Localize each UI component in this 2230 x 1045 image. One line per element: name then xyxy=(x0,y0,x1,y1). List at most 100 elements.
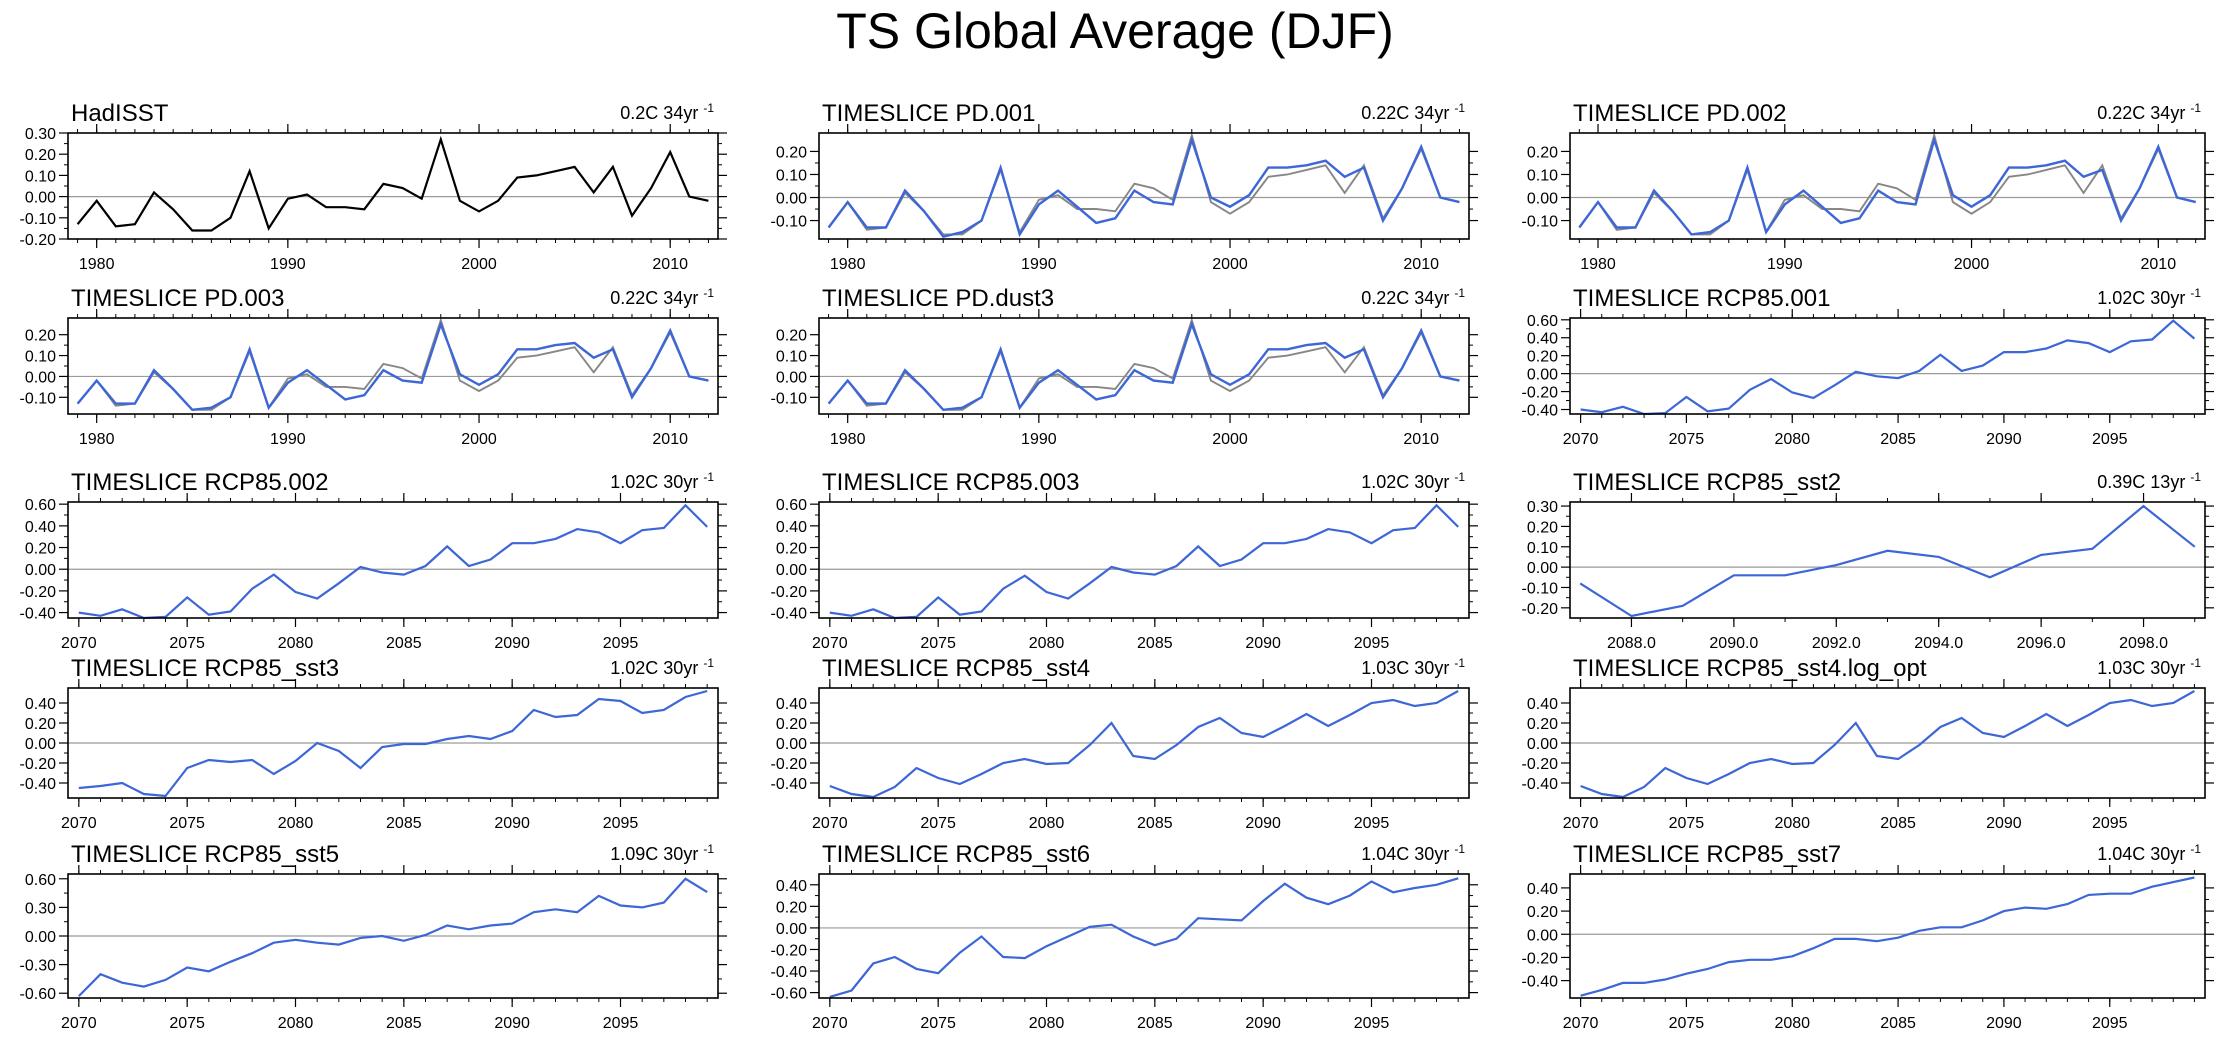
trend-label: 1.04C 30yr -1 xyxy=(1361,842,1465,864)
y-tick-label: 0.20 xyxy=(1527,904,1558,921)
x-tick-label: 2070 xyxy=(812,635,848,652)
y-tick-label: -0.40 xyxy=(771,964,808,981)
trend-label: 0.22C 34yr -1 xyxy=(1361,101,1465,123)
x-tick-label: 2075 xyxy=(1669,431,1705,448)
plot-frame xyxy=(67,687,719,799)
y-tick-label: 0.20 xyxy=(1527,349,1558,366)
x-tick-label: 2085 xyxy=(1137,1015,1173,1032)
y-tick-label: 0.40 xyxy=(25,519,56,536)
y-tick-label: 0.20 xyxy=(1527,144,1558,161)
trend-label: 1.02C 30yr -1 xyxy=(610,470,714,492)
x-tick-label: 2090 xyxy=(1245,815,1281,832)
x-tick-label: 2075 xyxy=(920,815,956,832)
y-tick-label: 0.40 xyxy=(776,519,807,536)
y-tick-label: 0.60 xyxy=(25,497,56,514)
y-tick-label: -0.10 xyxy=(771,214,808,231)
plot-frame xyxy=(67,501,719,619)
y-tick-label: 0.00 xyxy=(1527,736,1558,753)
x-tick-label: 2095 xyxy=(2092,1015,2128,1032)
y-tick-label: 0.30 xyxy=(25,900,56,917)
y-tick-label: -0.20 xyxy=(771,756,808,773)
x-tick-label: 2085 xyxy=(1880,815,1916,832)
y-tick-label: -0.60 xyxy=(20,986,57,1003)
x-tick-label: 2070 xyxy=(61,1015,97,1032)
x-tick-label: 2075 xyxy=(1669,815,1705,832)
x-tick-label: 2070 xyxy=(61,815,97,832)
x-tick-label: 1980 xyxy=(1580,256,1616,273)
x-tick-label: 2080 xyxy=(1029,1015,1065,1032)
y-tick-label: 0.20 xyxy=(1527,519,1558,536)
y-tick-label: 0.00 xyxy=(776,369,807,386)
series-line xyxy=(827,320,1460,412)
y-tick-label: -0.10 xyxy=(1522,580,1559,597)
y-tick-label: 0.60 xyxy=(25,872,56,889)
panel-title: TIMESLICE RCP85.003 xyxy=(822,469,1079,496)
x-tick-label: 2070 xyxy=(812,815,848,832)
x-tick-label: 2075 xyxy=(1669,1015,1705,1032)
x-tick-label: 1990 xyxy=(270,256,306,273)
trend-exponent: -1 xyxy=(703,286,714,300)
x-tick-label: 2075 xyxy=(169,635,205,652)
chart-panel-5: TIMESLICE PD.dust3 0.22C 34yr -1 1980 1990 2… xyxy=(771,285,1478,448)
y-tick-label: 0.00 xyxy=(25,562,56,579)
x-tick-label: 2000 xyxy=(1212,431,1248,448)
trend-exponent: -1 xyxy=(1454,470,1465,484)
x-tick-label: 2095 xyxy=(1354,1015,1390,1032)
chart-panel-12: TIMESLICE RCP85_sst4.log_opt 1.03C 30yr -… xyxy=(1522,655,2214,832)
y-tick-label: 0.20 xyxy=(1527,716,1558,733)
panel-title: TIMESLICE PD.dust3 xyxy=(822,285,1054,312)
trend-value: 1.02C 30yr xyxy=(610,472,703,492)
x-tick-label: 2070 xyxy=(1563,1015,1599,1032)
x-tick-label: 2095 xyxy=(603,1015,639,1032)
x-tick-label: 2000 xyxy=(1212,256,1248,273)
x-tick-label: 2095 xyxy=(603,635,639,652)
x-tick-label: 2090 xyxy=(1245,635,1281,652)
series-line xyxy=(78,503,708,620)
x-tick-label: 2075 xyxy=(920,635,956,652)
chart-panel-2: TIMESLICE PD.001 0.22C 34yr -1 1980 1990 200… xyxy=(771,100,1478,273)
panel-title: TIMESLICE RCP85_sst4 xyxy=(822,655,1090,682)
trend-label: 1.09C 30yr -1 xyxy=(610,842,714,864)
x-tick-label: 2080 xyxy=(1029,815,1065,832)
trend-value: 1.04C 30yr xyxy=(1361,844,1454,864)
y-tick-label: 0.00 xyxy=(1527,927,1558,944)
y-tick-label: 0.30 xyxy=(25,126,56,143)
x-tick-label: 2090 xyxy=(1986,815,2022,832)
plot-frame xyxy=(1569,317,2206,415)
trend-value: 0.22C 34yr xyxy=(1361,288,1454,308)
y-tick-label: -0.40 xyxy=(1522,974,1559,991)
x-tick-label: 2090 xyxy=(494,1015,530,1032)
panel-title: TIMESLICE PD.002 xyxy=(1573,100,1786,127)
y-tick-label: 0.20 xyxy=(25,328,56,345)
plot-frame xyxy=(1569,873,2206,999)
x-tick-label: 2090 xyxy=(1245,1015,1281,1032)
y-tick-label: 0.20 xyxy=(25,716,56,733)
chart-panel-14: TIMESLICE RCP85_sst6 1.04C 30yr -1 2070 207… xyxy=(771,841,1478,1032)
chart-panel-11: TIMESLICE RCP85_sst4 1.03C 30yr -1 2070 207… xyxy=(771,655,1478,832)
trend-label: 0.39C 13yr -1 xyxy=(2097,470,2201,492)
x-tick-label: 2000 xyxy=(1954,256,1990,273)
y-tick-label: 0.10 xyxy=(776,167,807,184)
chart-panel-7: TIMESLICE RCP85.002 1.02C 30yr -1 2070 2075… xyxy=(20,469,727,652)
y-tick-label: -0.20 xyxy=(20,232,57,249)
y-tick-label: 0.40 xyxy=(1527,881,1558,898)
y-tick-label: 0.40 xyxy=(25,696,56,713)
x-tick-label: 2010 xyxy=(1403,256,1439,273)
y-tick-label: 0.10 xyxy=(1527,167,1558,184)
x-tick-label: 1980 xyxy=(79,256,115,273)
trend-exponent: -1 xyxy=(2190,286,2201,300)
chart-panel-4: TIMESLICE PD.003 0.22C 34yr -1 1980 1990 200… xyxy=(20,285,727,448)
panel-title: TIMESLICE RCP85_sst2 xyxy=(1573,469,1841,496)
x-tick-label: 1990 xyxy=(1021,431,1057,448)
chart-panel-1: HadISST 0.2C 34yr -1 1980 1990 2000 2010 -0.20… xyxy=(20,100,727,273)
y-tick-label: -0.40 xyxy=(771,776,808,793)
plot-frame xyxy=(1569,687,2206,799)
trend-value: 1.03C 30yr xyxy=(1361,658,1454,678)
y-tick-label: -0.60 xyxy=(771,986,808,1003)
x-tick-label: 2080 xyxy=(1774,1015,1810,1032)
x-tick-label: 2098.0 xyxy=(2119,635,2168,652)
panel-title: TIMESLICE PD.003 xyxy=(71,285,284,312)
x-tick-label: 2085 xyxy=(1137,635,1173,652)
x-tick-label: 2010 xyxy=(652,256,688,273)
chart-panels: HadISST 0.2C 34yr -1 1980 1990 2000 2010 -0.20… xyxy=(20,100,2214,1032)
